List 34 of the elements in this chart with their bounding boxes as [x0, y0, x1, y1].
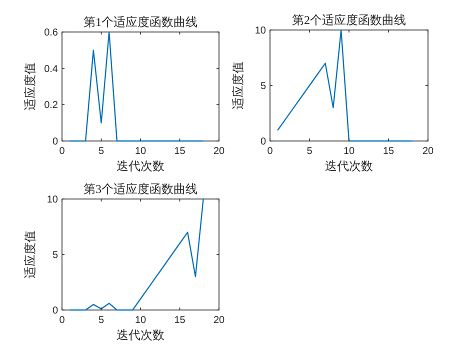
- y-tick-label: 5: [260, 81, 266, 92]
- y-tick-label: 0: [52, 306, 58, 316]
- x-tick-label: 0: [59, 146, 66, 157]
- x-axis-title: 迭代次数: [116, 159, 164, 173]
- chart-title: 第1个适应度函数曲线: [84, 15, 198, 29]
- x-tick-label: 15: [382, 146, 394, 157]
- x-tick-label: 10: [343, 146, 355, 157]
- y-tick-label: 10: [254, 26, 266, 36]
- y-tick-label: 0.4: [44, 64, 58, 75]
- x-tick-label: 15: [174, 146, 186, 157]
- y-tick-label: 10: [46, 194, 58, 206]
- chart-title: 第2个适应度函数曲线: [292, 13, 406, 27]
- x-tick-label: 0: [267, 146, 274, 157]
- x-tick-label: 20: [213, 315, 225, 326]
- x-tick-label: 5: [98, 146, 104, 157]
- y-axis-title: 适应度值: [23, 62, 37, 110]
- x-tick-label: 5: [306, 146, 313, 157]
- y-tick-label: 5: [52, 250, 58, 261]
- chart-title: 第3个适应度函数曲线: [84, 182, 198, 196]
- y-tick-label: 0: [52, 136, 58, 148]
- x-tick-label: 5: [98, 315, 104, 326]
- x-axis-title: 迭代次数: [116, 328, 164, 342]
- x-tick-label: 20: [422, 146, 434, 157]
- y-tick-label: 0.2: [44, 100, 58, 112]
- x-tick-label: 0: [59, 315, 66, 326]
- y-tick-label: 0.6: [44, 28, 58, 38]
- y-axis-title: 适应度值: [23, 230, 37, 278]
- x-tick-label: 15: [174, 315, 186, 326]
- x-axis-title: 迭代次数: [325, 159, 373, 173]
- x-tick-label: 20: [213, 146, 225, 157]
- x-tick-label: 10: [134, 315, 146, 326]
- y-tick-label: 0: [260, 136, 266, 148]
- y-axis-title: 适应度值: [231, 62, 245, 110]
- x-tick-label: 10: [134, 146, 146, 157]
